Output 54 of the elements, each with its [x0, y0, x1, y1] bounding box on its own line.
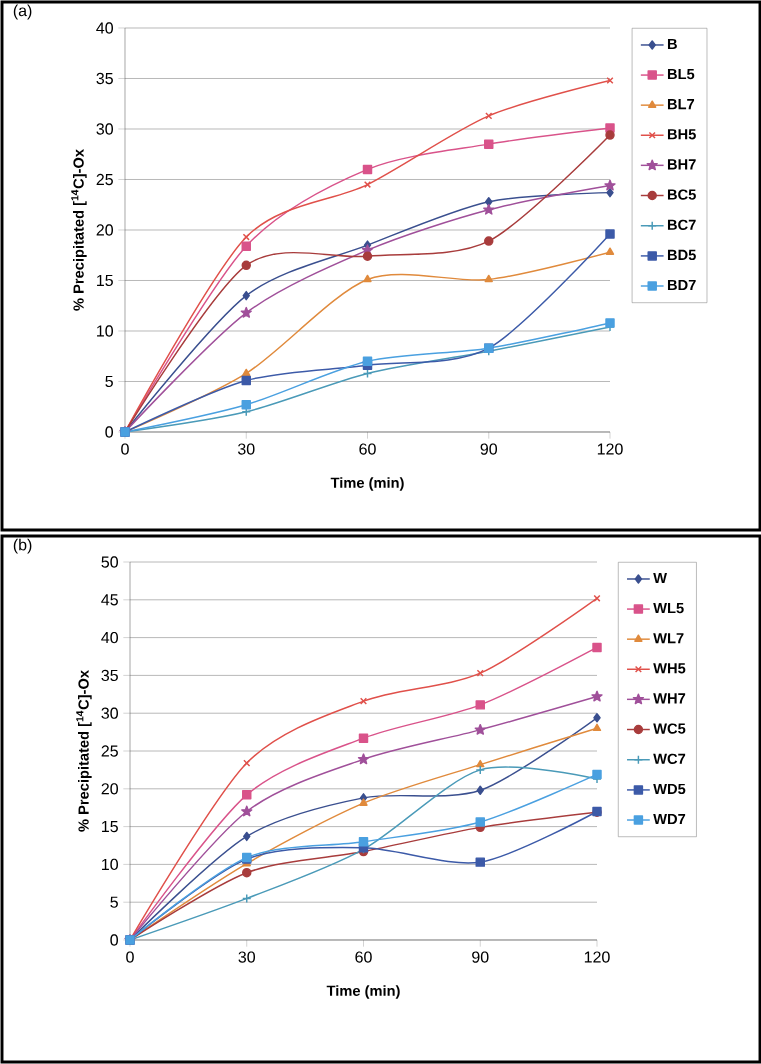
- y-tick-label: 20: [101, 783, 118, 795]
- y-tick-label: 0: [105, 426, 113, 438]
- legend-label: BD7: [667, 279, 696, 291]
- y-axis-title: % Precipitated [$^{14}$C]-Ox: [71, 149, 87, 311]
- y-tick-label: 5: [105, 375, 113, 388]
- x-tick-label: 90: [471, 951, 489, 963]
- x-tick-label: 60: [359, 443, 376, 455]
- y-tick-label: 40: [95, 22, 113, 34]
- y-tick-label: 0: [110, 934, 118, 946]
- y-tick-label: 45: [100, 594, 118, 606]
- x-tick-label: 120: [584, 951, 610, 963]
- legend-label: WD5: [652, 783, 686, 795]
- y-tick-label: 10: [96, 325, 113, 337]
- y-axis-title: % Precipitated [$^{14}$C]-Ox: [76, 670, 92, 832]
- y-tick-label: 30: [96, 123, 113, 135]
- y-tick-label: 50: [101, 556, 118, 568]
- y-tick-label: 35: [101, 669, 118, 682]
- legend-label: WC5: [652, 723, 686, 734]
- y-tick-label: 40: [100, 631, 118, 644]
- legend-label: BL5: [667, 69, 695, 80]
- x-tick-label: 120: [597, 443, 623, 455]
- y-tick-label: 10: [101, 858, 118, 871]
- legend-label: BD5: [667, 249, 696, 261]
- legend-label: BH7: [667, 159, 696, 170]
- chart-title: (b): [13, 538, 32, 554]
- x-tick-label: 90: [480, 443, 497, 455]
- legend-label: BC5: [667, 189, 696, 200]
- x-tick-label: 0: [120, 443, 129, 455]
- x-tick-label: 30: [238, 951, 255, 963]
- x-axis-title: Time (min): [330, 477, 404, 491]
- legend-label: WL7: [652, 633, 684, 644]
- x-tick-label: 30: [237, 443, 255, 455]
- legend-label: BH5: [667, 129, 696, 140]
- y-tick-label: 15: [101, 821, 118, 833]
- y-tick-label: 5: [110, 896, 118, 908]
- y-tick-label: 25: [96, 173, 113, 186]
- chart-title: (a): [13, 4, 32, 20]
- legend-label: WH7: [652, 693, 685, 704]
- y-tick-label: 25: [101, 745, 118, 757]
- y-tick-label: 30: [101, 707, 118, 719]
- y-tick-label: 35: [96, 72, 113, 85]
- legend-label: W: [652, 572, 667, 584]
- x-tick-label: 60: [355, 951, 372, 963]
- x-axis-title: Time (min): [326, 985, 400, 999]
- legend-label: WL5: [652, 603, 684, 614]
- x-tick-label: 0: [125, 951, 134, 963]
- legend-label: BL7: [667, 99, 694, 110]
- legend-label: WC7: [652, 753, 685, 765]
- legend-label: B: [667, 38, 677, 50]
- legend-label: WD7: [652, 813, 685, 825]
- legend-label: BC7: [667, 219, 696, 231]
- legend-label: WH5: [652, 663, 686, 674]
- y-tick-label: 20: [96, 224, 113, 236]
- y-tick-label: 15: [96, 274, 113, 287]
